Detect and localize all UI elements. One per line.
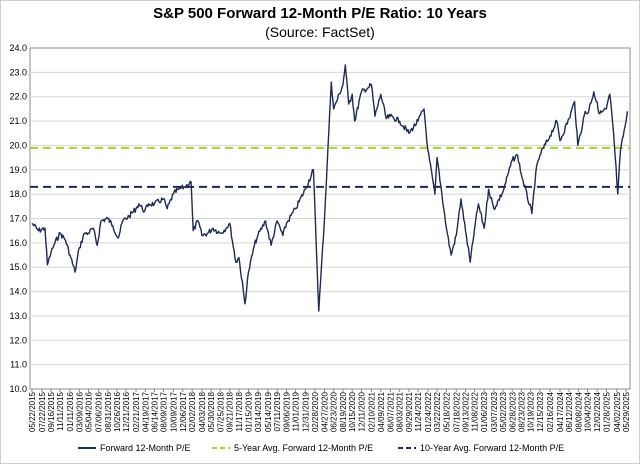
y-tick-label: 17.0: [9, 214, 27, 224]
x-tick-label: 07/11/2019: [273, 391, 282, 431]
x-tick-label: 09/13/2022: [462, 391, 471, 432]
x-tick-label: 02/10/2021: [367, 391, 376, 432]
x-tick-label: 12/21/2016: [122, 391, 131, 432]
x-tick-label: 02/16/2024: [546, 391, 555, 432]
chart-subtitle: (Source: FactSet): [265, 24, 375, 40]
x-tick-label: 04/19/2017: [141, 391, 150, 432]
x-tick-label: 07/06/2016: [95, 391, 104, 432]
x-tick-label: 04/03/2018: [198, 391, 207, 432]
x-tick-label: 07/25/2018: [216, 391, 225, 432]
y-tick-label: 23.0: [9, 67, 27, 77]
x-tick-label: 03/14/2019: [254, 391, 263, 432]
x-tick-label: 01/11/2016: [66, 391, 75, 431]
x-tick-label: 08/19/2020: [339, 391, 348, 432]
x-tick-label: 06/23/2020: [330, 391, 339, 432]
y-tick-label: 11.0: [10, 360, 27, 370]
y-tick-label: 18.0: [9, 189, 27, 199]
x-tick-label: 01/06/2023: [480, 391, 489, 432]
x-tick-label: 10/04/2024: [584, 391, 593, 432]
x-tick-label: 12/31/2019: [301, 391, 310, 432]
y-tick-label: 12.0: [9, 335, 27, 345]
x-tick-label: 11/11/2015: [56, 391, 65, 430]
x-tick-label: 06/12/2024: [565, 391, 574, 432]
y-axis: 10.0 11.0 12.0 13.0 14.0 15.0 16.0 17.0 18.0 19.0…: [9, 43, 27, 394]
x-tick-label: 06/14/2017: [150, 391, 159, 432]
x-tick-label: 05/18/2022: [442, 391, 451, 432]
x-tick-label: 01/28/2025: [602, 391, 611, 432]
x-axis: 05/22/2015 07/22/2015 09/16/2015 11/11/2015…: [28, 389, 631, 432]
x-tick-label: 04/09/2021: [377, 391, 386, 432]
x-tick-label: 01/15/2019: [245, 391, 254, 432]
legend-item-five-year-avg: 5-Year Avg. Forward 12-Month P/E: [212, 443, 373, 453]
x-tick-label: 05/29/2025: [622, 391, 631, 432]
y-tick-label: 14.0: [9, 287, 27, 297]
x-tick-label: 08/23/2023: [517, 391, 526, 432]
x-tick-label: 12/15/2023: [536, 391, 545, 432]
x-tick-label: 04/17/2024: [556, 391, 565, 432]
x-tick-label: 10/09/2017: [169, 391, 178, 432]
y-tick-label: 19.0: [9, 165, 27, 175]
grid-lines: [30, 71, 630, 366]
x-tick-label: 09/16/2015: [47, 391, 56, 432]
x-tick-label: 04/27/2020: [320, 391, 329, 432]
x-tick-label: 03/09/2016: [75, 391, 84, 432]
legend-label: Forward 12-Month P/E: [100, 443, 191, 453]
pe-ratio-series-line: [31, 64, 629, 312]
x-tick-label: 09/06/2019: [283, 391, 292, 432]
x-tick-label: 08/31/2016: [104, 391, 113, 432]
y-tick-label: 24.0: [9, 43, 27, 53]
x-tick-label: 10/26/2016: [113, 391, 122, 432]
x-tick-label: 09/29/2021: [405, 391, 414, 432]
x-tick-label: 11/08/2022: [471, 391, 480, 431]
legend: Forward 12-Month P/E 5-Year Avg. Forward …: [78, 443, 564, 453]
chart-title: S&P 500 Forward 12-Month P/E Ratio: 10 Y…: [153, 5, 487, 22]
x-tick-label: 04/02/2025: [613, 391, 622, 432]
legend-label: 10-Year Avg. Forward 12-Month P/E: [420, 443, 564, 453]
series-group: [31, 64, 629, 312]
y-tick-label: 20.0: [9, 140, 27, 150]
reference-lines: [30, 146, 630, 188]
x-tick-label: 10/15/2020: [348, 391, 357, 432]
x-tick-label: 05/30/2018: [207, 391, 216, 432]
x-tick-label: 02/28/2020: [311, 391, 320, 432]
x-tick-label: 05/14/2019: [264, 391, 273, 432]
x-tick-label: 08/08/2024: [574, 391, 583, 432]
x-tick-label: 09/21/2018: [226, 391, 235, 432]
x-tick-label: 11/17/2018: [235, 391, 244, 431]
x-tick-label: 10/19/2023: [527, 391, 536, 432]
y-tick-label: 10.0: [9, 384, 27, 394]
x-tick-label: 12/06/2017: [179, 391, 188, 432]
x-tick-label: 05/04/2016: [84, 391, 93, 432]
legend-item-ten-year-avg: 10-Year Avg. Forward 12-Month P/E: [398, 443, 564, 453]
x-tick-label: 02/21/2017: [132, 391, 141, 432]
x-tick-label: 12/11/2020: [357, 391, 366, 431]
x-tick-label: 06/28/2023: [508, 391, 517, 432]
legend-item-forward-pe: Forward 12-Month P/E: [78, 443, 191, 453]
y-tick-label: 22.0: [9, 92, 27, 102]
x-tick-label: 11/24/2021: [414, 391, 423, 431]
x-tick-label: 05/22/2015: [28, 391, 37, 432]
legend-label: 5-Year Avg. Forward 12-Month P/E: [234, 443, 373, 453]
x-tick-label: 02/02/2018: [188, 391, 197, 432]
y-tick-label: 16.0: [9, 238, 27, 248]
x-tick-label: 07/18/2022: [452, 391, 461, 432]
x-tick-label: 12/02/2024: [593, 391, 602, 432]
x-tick-label: 03/22/2022: [433, 391, 442, 432]
x-tick-label: 06/07/2021: [386, 391, 395, 432]
x-tick-label: 11/01/2019: [292, 391, 301, 431]
x-tick-label: 08/03/2021: [396, 391, 405, 432]
x-tick-label: 08/09/2017: [159, 391, 168, 432]
y-tick-label: 15.0: [9, 262, 27, 272]
x-tick-label: 07/22/2015: [38, 391, 47, 432]
x-tick-label: 05/02/2023: [499, 391, 508, 432]
y-tick-label: 13.0: [9, 311, 27, 321]
y-tick-label: 21.0: [9, 116, 27, 126]
x-tick-label: 03/07/2023: [490, 391, 499, 432]
x-tick-label: 01/24/2022: [424, 391, 433, 432]
